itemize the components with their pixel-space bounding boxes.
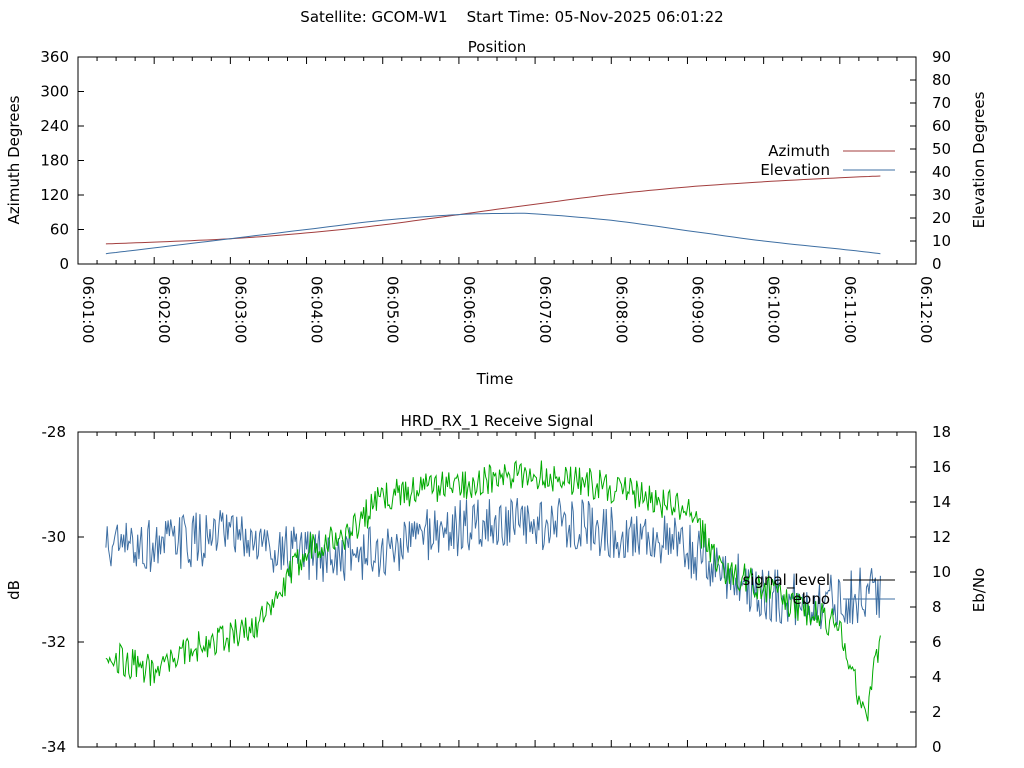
- page-title: Satellite: GCOM-W1 Start Time: 05-Nov-20…: [300, 8, 723, 26]
- ebno-tick-label: 4: [932, 668, 942, 686]
- time-tick-label: 06:12:00: [917, 276, 935, 343]
- time-tick-label: 06:08:00: [612, 276, 630, 343]
- position-chart: Position 0 60 120 180 240 300 360 0 10 20 30 40 50 6…: [5, 38, 988, 388]
- time-tick-label: 06:01:00: [79, 276, 97, 343]
- el-tick-label: 20: [932, 209, 951, 227]
- ebno-tick-label: 18: [932, 423, 951, 441]
- position-series: [105, 175, 881, 255]
- time-tick-label: 06:06:00: [460, 276, 478, 343]
- signal-series-line-green-trace: [105, 459, 881, 722]
- legend-label-elevation: Elevation: [760, 161, 830, 179]
- signal-legend: signal_level ebno: [742, 571, 895, 608]
- signal-chart-title: HRD_RX_1 Receive Signal: [401, 412, 594, 431]
- el-tick-label: 30: [932, 186, 951, 204]
- db-tick-label: -28: [42, 423, 67, 441]
- position-legend: Azimuth Elevation: [760, 142, 895, 179]
- position-chart-title: Position: [468, 38, 526, 56]
- position-elevation-axis: 0 10 20 30 40 50 60 70 80 90: [910, 48, 951, 273]
- time-tick-label: 06:11:00: [841, 276, 859, 343]
- position-azimuth-axis: 0 60 120 180 240 300 360: [40, 48, 84, 273]
- signal-y2label: Eb/No: [970, 568, 988, 612]
- ebno-tick-label: 10: [932, 563, 951, 581]
- position-xlabel: Time: [476, 370, 514, 388]
- ebno-tick-label: 12: [932, 528, 951, 546]
- series-line-azimuth: [105, 175, 881, 245]
- signal-plot-frame: [77, 431, 917, 748]
- az-tick-label: 300: [40, 83, 69, 101]
- el-tick-label: 0: [932, 255, 942, 273]
- legend-label-ebno: ebno: [793, 590, 830, 608]
- az-tick-label: 360: [40, 48, 69, 66]
- signal-chart: HRD_RX_1 Receive Signal -34 -32 -30 -28 0 2 4…: [5, 412, 988, 756]
- ebno-tick-label: 2: [932, 703, 942, 721]
- signal-ebno-axis: 0 2 4 6 8 10 12 14 16 18: [910, 423, 951, 756]
- signal-series: [105, 459, 881, 722]
- signal-ylabel: dB: [5, 580, 23, 600]
- el-tick-label: 10: [932, 232, 951, 250]
- time-tick-label: 06:04:00: [308, 276, 326, 343]
- el-tick-label: 80: [932, 71, 951, 89]
- time-tick-label: 06:10:00: [765, 276, 783, 343]
- time-tick-label: 06:02:00: [155, 276, 173, 343]
- el-tick-label: 60: [932, 117, 951, 135]
- series-line-elevation: [105, 212, 881, 255]
- signal-series-line-ebno: [105, 497, 881, 630]
- ebno-tick-label: 8: [932, 598, 942, 616]
- az-tick-label: 60: [50, 221, 69, 239]
- position-ylabel: Azimuth Degrees: [5, 95, 23, 224]
- signal-time-axis: [96, 432, 898, 747]
- ebno-tick-label: 14: [932, 493, 951, 511]
- legend-label-azimuth: Azimuth: [768, 142, 830, 160]
- time-tick-label: 06:03:00: [231, 276, 249, 343]
- position-time-axis: 06:01:00 06:02:00 06:03:00 06:04:00 06:05:00…: [79, 57, 935, 343]
- ebno-tick-label: 0: [932, 738, 942, 756]
- az-tick-label: 0: [59, 255, 69, 273]
- position-y2label: Elevation Degrees: [970, 91, 988, 228]
- ebno-tick-label: 6: [932, 633, 942, 651]
- time-tick-label: 06:07:00: [536, 276, 554, 343]
- el-tick-label: 90: [932, 48, 951, 66]
- el-tick-label: 50: [932, 140, 951, 158]
- el-tick-label: 40: [932, 163, 951, 181]
- az-tick-label: 240: [40, 117, 69, 135]
- db-tick-label: -34: [42, 738, 67, 756]
- ebno-tick-label: 16: [932, 458, 951, 476]
- az-tick-label: 180: [40, 152, 69, 170]
- legend-label-signal-level: signal_level: [742, 571, 830, 590]
- el-tick-label: 70: [932, 94, 951, 112]
- signal-db-axis: -34 -32 -30 -28: [42, 423, 84, 756]
- db-tick-label: -32: [42, 633, 67, 651]
- db-tick-label: -30: [42, 528, 67, 546]
- az-tick-label: 120: [40, 186, 69, 204]
- time-tick-label: 06:05:00: [384, 276, 402, 343]
- time-tick-label: 06:09:00: [688, 276, 706, 343]
